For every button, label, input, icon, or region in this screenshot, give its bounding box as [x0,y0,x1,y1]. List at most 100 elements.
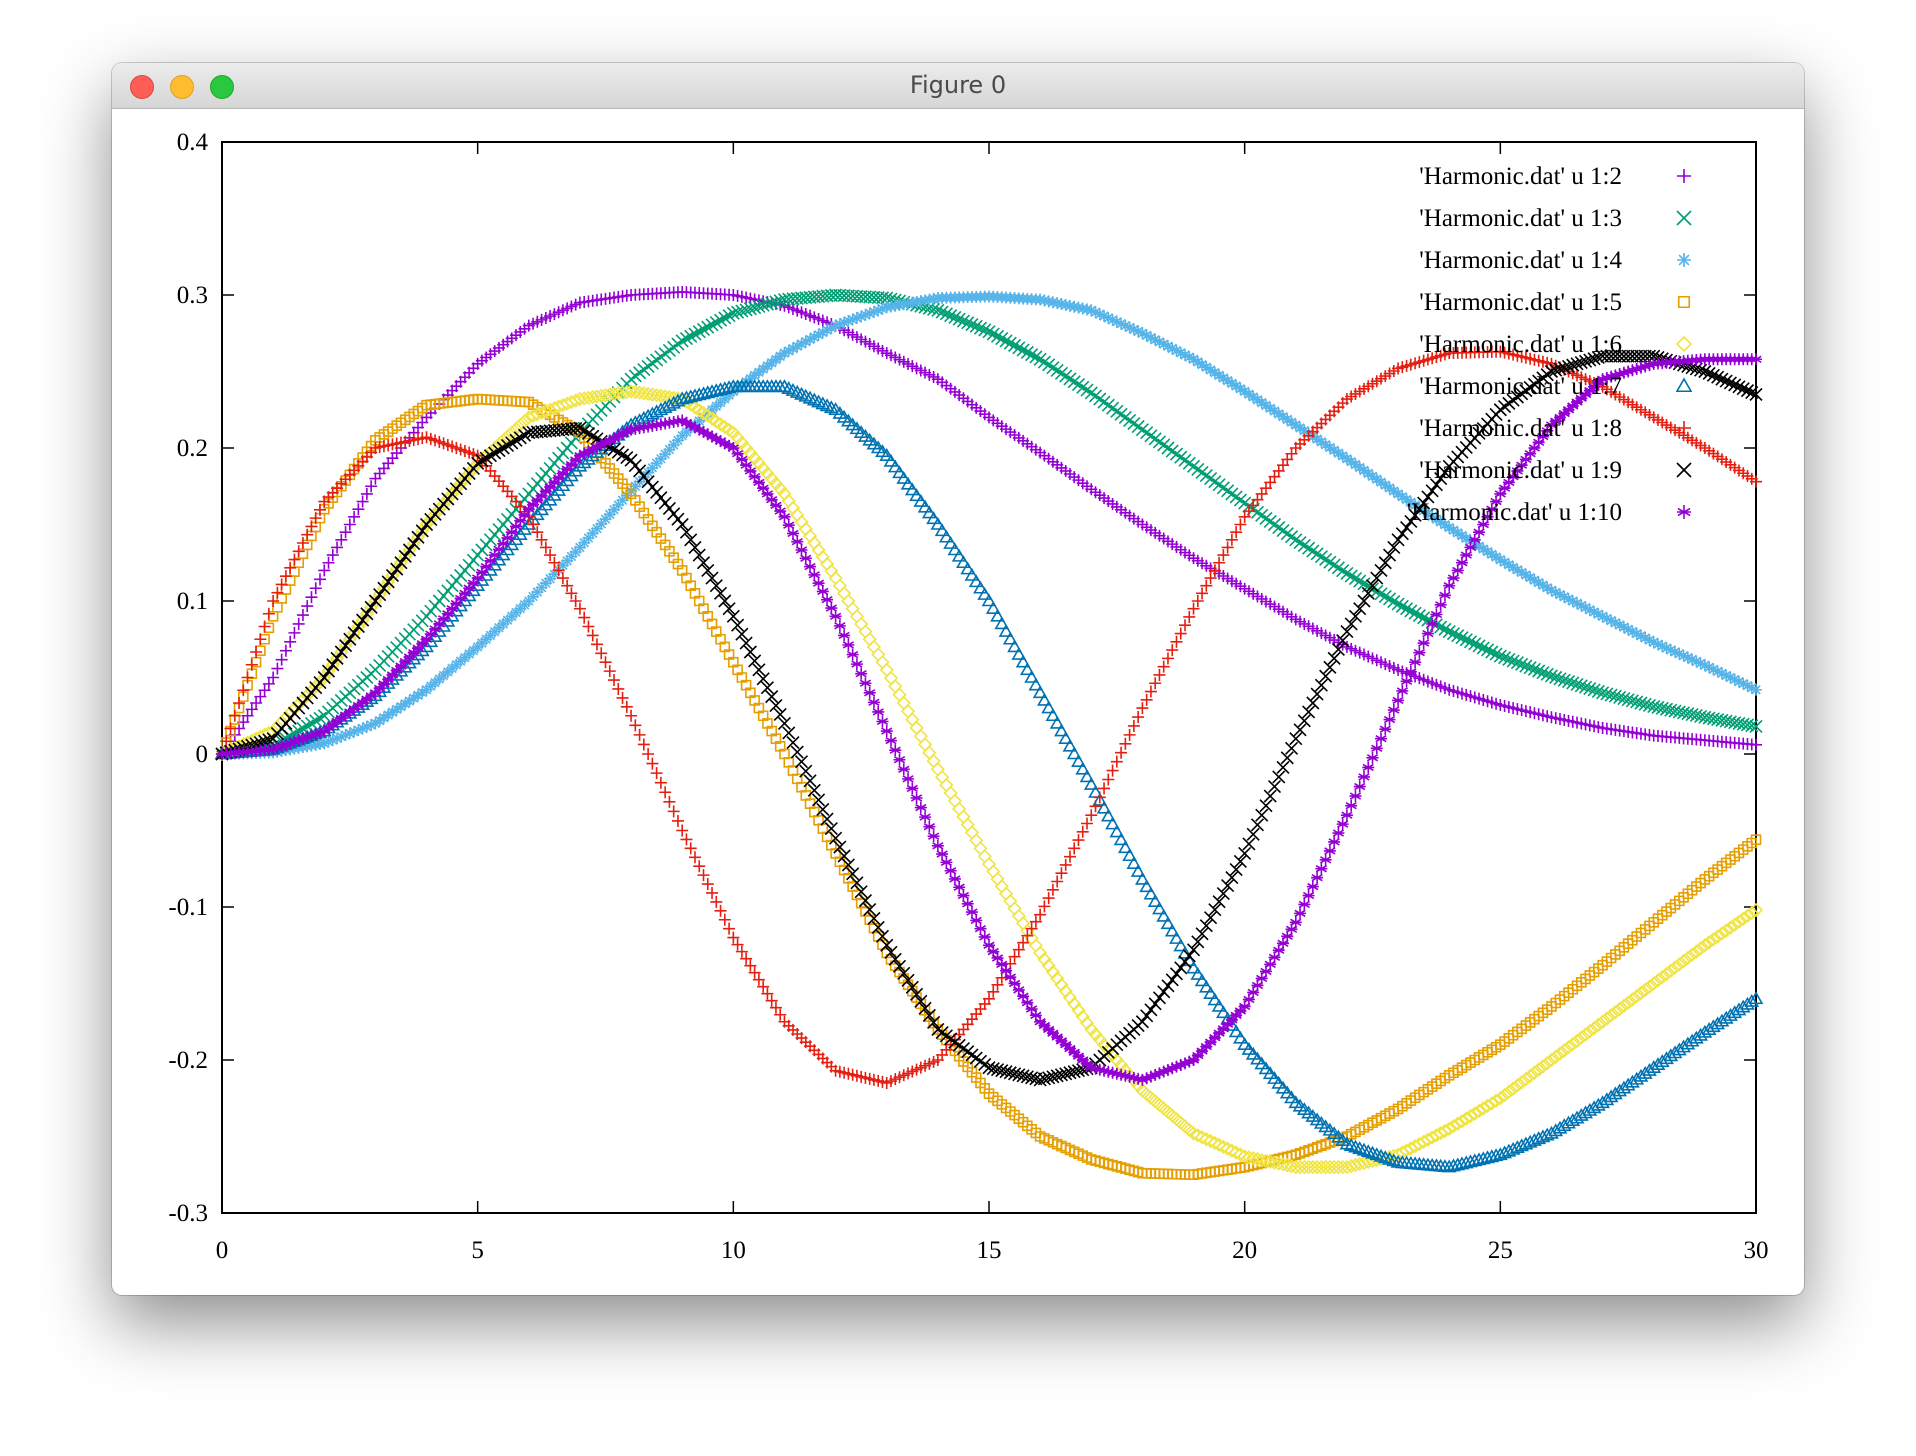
data-point [1650,973,1666,988]
data-point [1336,818,1349,831]
data-point [982,1061,996,1075]
data-point [1668,704,1682,718]
data-point [1689,708,1703,723]
data-point [717,381,733,395]
data-point [1079,1015,1095,1031]
data-point [1318,1159,1333,1175]
data-point [1225,870,1239,885]
data-point [1067,996,1082,1012]
data-point [659,448,672,461]
data-point [1051,875,1064,888]
y-tick-label: 0.1 [177,588,208,615]
data-point [1703,661,1716,674]
minimize-button[interactable] [170,75,194,99]
title-bar[interactable]: Figure 0 [112,63,1804,109]
data-point [1271,1075,1287,1089]
data-point [1489,647,1503,661]
data-point [390,703,403,716]
data-point [420,633,433,646]
data-point [1528,574,1541,587]
data-point [1143,886,1159,900]
data-point [919,811,932,824]
data-point [1054,366,1069,380]
data-point [807,783,821,797]
data-point [889,744,902,757]
data-point [1442,625,1456,639]
data-point [866,639,882,655]
data-point [1404,604,1418,618]
data-point [1092,792,1108,806]
data-point [1691,881,1702,892]
data-point [267,595,280,607]
data-point [1179,619,1192,632]
data-point [1046,883,1059,896]
data-point [1481,510,1494,523]
data-point [1085,809,1098,822]
maximize-button[interactable] [210,75,234,99]
data-point [1720,669,1733,682]
data-point [339,729,352,742]
data-point [663,443,676,456]
data-point [1719,374,1733,388]
data-point [1578,1027,1593,1042]
data-point [921,505,937,519]
data-point [1199,919,1213,933]
data-point [1409,656,1422,669]
data-point [412,405,424,417]
data-point [250,697,263,709]
data-point [1490,495,1503,508]
data-point [1600,612,1613,625]
data-point [1467,1106,1482,1121]
data-point [1148,997,1162,1011]
legend-label: 'Harmonic.dat' u 1:7 [1419,373,1622,400]
data-point [1750,738,1762,751]
data-point [1152,991,1167,1005]
data-point [569,454,582,467]
data-point [1306,880,1319,893]
data-point [684,533,698,547]
data-point [795,337,808,350]
data-point [385,568,400,583]
data-point [683,389,699,403]
data-point [701,878,714,891]
data-point [1217,1022,1230,1035]
data-point [1498,556,1511,569]
data-point [625,709,638,722]
data-point [1085,1061,1098,1074]
data-point [1353,574,1367,588]
data-point [1284,741,1299,755]
data-point [1612,1001,1627,1017]
data-point [1072,301,1085,314]
data-point [888,952,902,966]
data-point [556,467,569,480]
data-point [1034,908,1047,921]
data-point [1405,1095,1417,1106]
data-point [1429,478,1443,492]
data-point [705,571,719,585]
data-point [1135,1015,1149,1029]
data-point [1100,808,1116,822]
data-point [693,860,706,873]
data-point [841,593,856,609]
data-point [1387,484,1400,497]
data-point [1186,1126,1201,1141]
data-point [1017,990,1030,1003]
data-point [1498,482,1511,495]
data-point [1055,298,1068,311]
data-point [966,1066,978,1078]
data-point [1153,668,1166,681]
data-point [1750,834,1762,845]
data-point [1102,1065,1115,1078]
data-point [590,522,603,535]
data-point [926,511,941,525]
data-point [312,674,328,690]
data-point [1072,834,1085,847]
data-point [475,566,488,579]
data-point [1331,1159,1346,1175]
close-button[interactable] [130,75,154,99]
data-point [347,626,361,640]
data-point [1204,572,1217,585]
data-point [1694,709,1708,723]
data-point [1434,472,1448,486]
data-point [258,620,271,633]
